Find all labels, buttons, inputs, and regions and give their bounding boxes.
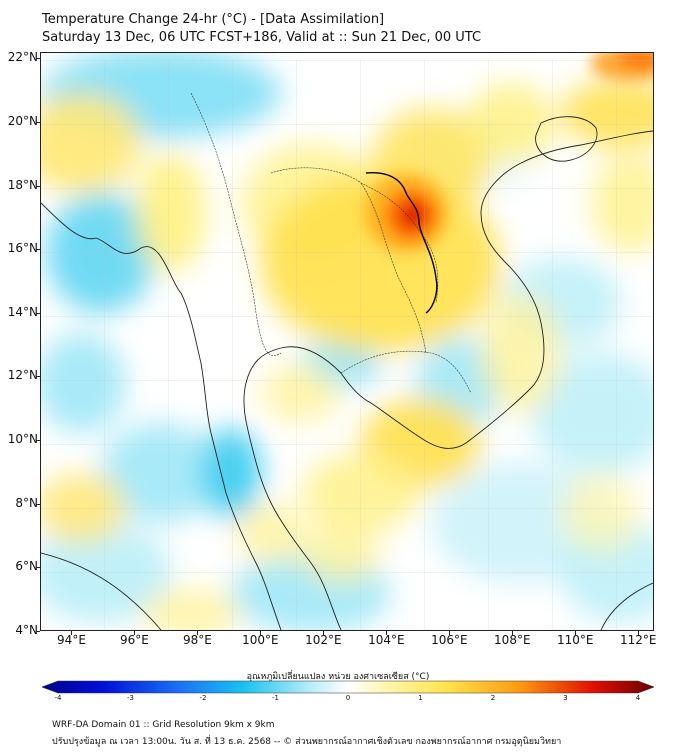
map-title: Temperature Change 24-hr (°C) - [Data As… <box>42 12 385 27</box>
colorbar-tick-label: 4 <box>635 694 641 702</box>
longitude-label: 112°E <box>620 633 657 647</box>
latitude-label: 8°N <box>15 495 38 510</box>
colorbar-tick-label: 2 <box>490 694 496 702</box>
longitude-label: 104°E <box>368 633 405 647</box>
latitude-tick <box>36 440 40 442</box>
colorbar-tick-label: -1 <box>272 694 279 702</box>
map-canvas <box>41 53 653 630</box>
longitude-label: 100°E <box>242 633 279 647</box>
map-subtitle: Saturday 13 Dec, 06 UTC FCST+186, Valid … <box>42 30 482 45</box>
latitude-label: 12°N <box>7 368 38 383</box>
colorbar-tick-label: 1 <box>418 694 423 702</box>
footer-credit: ปรับปรุงข้อมูล ณ เวลา 13:00น. วัน ส. ที่… <box>52 737 562 747</box>
latitude-tick <box>36 376 40 378</box>
graticule <box>41 60 652 630</box>
latitude-label: 18°N <box>7 177 38 192</box>
borders <box>190 92 472 394</box>
latitude-label: 6°N <box>15 559 38 574</box>
longitude-label: 96°E <box>120 633 149 647</box>
colorbar <box>42 680 654 694</box>
temperature-map <box>40 52 654 631</box>
longitude-tick <box>449 631 451 635</box>
colorbar-tick-label: 3 <box>563 694 568 702</box>
latitude-label: 20°N <box>7 113 38 128</box>
colorbar-tick-label: -2 <box>199 694 207 702</box>
longitude-label: 102°E <box>305 633 342 647</box>
latitude-label: 10°N <box>7 432 38 447</box>
latitude-label: 4°N <box>15 623 38 637</box>
latitude-tick <box>36 631 40 632</box>
colorbar-tick-label: -4 <box>54 694 62 702</box>
longitude-tick <box>323 631 325 635</box>
longitude-label: 98°E <box>182 633 212 647</box>
footer-model-info: WRF-DA Domain 01 :: Grid Resolution 9km … <box>52 720 275 730</box>
longitude-tick <box>260 631 262 635</box>
latitude-label: 14°N <box>7 304 38 319</box>
longitude-label: 110°E <box>557 633 594 647</box>
colorbar-label: อุณหภูมิเปลี่ยนแปลง หน่วย องศาเซลเซียส (… <box>246 672 430 682</box>
latitude-tick <box>36 249 40 251</box>
longitude-tick <box>575 631 577 635</box>
longitude-tick <box>386 631 388 635</box>
latitude-tick <box>36 312 40 314</box>
longitude-label: 94°E <box>57 633 86 647</box>
colorbar-tick-label: 0 <box>345 694 351 702</box>
longitude-tick <box>134 631 136 635</box>
longitude-tick <box>512 631 514 635</box>
latitude-tick <box>36 121 40 123</box>
longitude-tick <box>638 631 640 635</box>
longitude-label: 106°E <box>431 633 468 647</box>
coastlines <box>41 116 653 630</box>
longitude-label: 108°E <box>494 633 531 647</box>
colorbar-tick-label: -3 <box>127 694 134 702</box>
longitude-tick <box>71 631 73 635</box>
latitude-tick <box>36 58 40 60</box>
latitude-tick <box>36 503 40 505</box>
longitude-tick <box>197 631 199 635</box>
latitude-tick <box>36 185 40 187</box>
highlighted-region-border <box>365 171 438 314</box>
latitude-label: 22°N <box>7 50 38 65</box>
latitude-label: 16°N <box>7 241 38 256</box>
latitude-tick <box>36 567 40 569</box>
